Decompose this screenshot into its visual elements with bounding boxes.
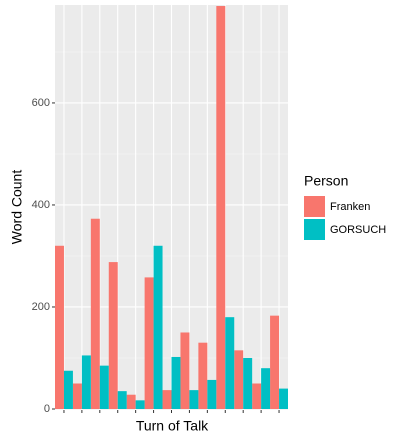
bar — [153, 245, 163, 409]
bar — [108, 262, 118, 409]
bar — [144, 277, 154, 409]
y-tick-label: 600 — [32, 97, 50, 109]
bar — [243, 357, 253, 409]
legend-key — [304, 196, 325, 217]
y-tick-label: 0 — [44, 403, 50, 415]
bar — [99, 365, 109, 409]
x-axis-label: Turn of Talk — [136, 418, 209, 434]
bar — [279, 388, 288, 409]
legend-label: Franken — [330, 201, 370, 213]
bar — [81, 355, 91, 409]
bar — [225, 317, 235, 409]
y-tick-label: 400 — [32, 199, 50, 211]
bar — [72, 383, 82, 409]
y-axis-label: Word Count — [9, 170, 25, 245]
bar — [270, 315, 280, 409]
bar — [117, 391, 127, 409]
bar — [180, 332, 190, 409]
bar — [198, 342, 208, 409]
bar — [207, 379, 217, 409]
legend-key — [304, 219, 325, 240]
legend-label: GORSUCH — [330, 224, 386, 236]
legend-title: Person — [304, 173, 348, 189]
bar — [234, 350, 244, 409]
bar — [90, 218, 100, 409]
bar — [55, 245, 64, 409]
bar — [162, 390, 172, 409]
bar — [135, 400, 145, 409]
bar — [126, 394, 136, 409]
y-tick-label: 200 — [32, 301, 50, 313]
bar — [63, 370, 73, 409]
bar — [216, 6, 226, 409]
bar — [261, 368, 271, 409]
bar — [189, 390, 199, 409]
bar — [252, 383, 262, 409]
bar — [171, 356, 181, 409]
